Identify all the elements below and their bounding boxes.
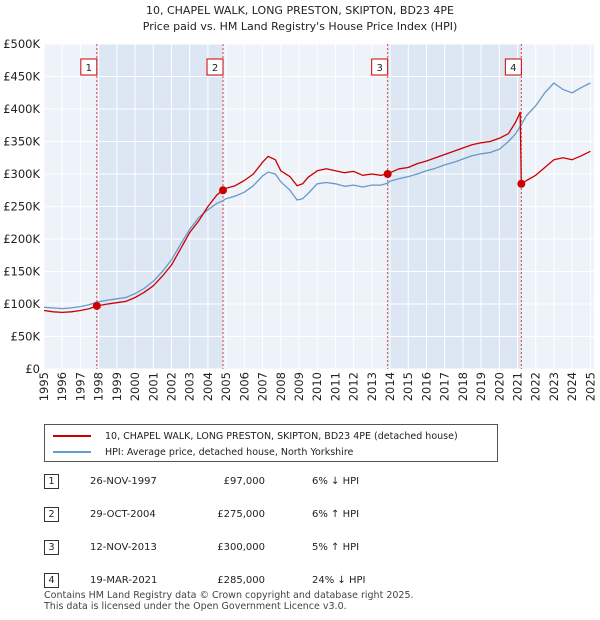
chart-title-line2: Price paid vs. HM Land Registry's House …	[143, 20, 458, 33]
x-tick-label: 2023	[547, 372, 561, 401]
table-row: 1 26-NOV-1997 £97,000 6% ↓ HPI	[44, 473, 444, 493]
footer-copyright: Contains HM Land Registry data © Crown c…	[44, 590, 414, 601]
transaction-price: £97,000	[223, 476, 265, 487]
x-tick-label: 2025	[583, 372, 597, 401]
x-tick-label: 2022	[529, 372, 543, 401]
legend-line-hpi	[53, 451, 91, 453]
y-tick-label: £500K	[3, 37, 40, 51]
y-tick-label: £250K	[3, 200, 40, 214]
x-tick-label: 2015	[401, 372, 415, 401]
transaction-price: £285,000	[217, 575, 265, 586]
price-chart: 10, CHAPEL WALK, LONG PRESTON, SKIPTON, …	[3, 4, 597, 401]
sale-marker-label: 3	[376, 63, 382, 74]
legend-row-property: 10, CHAPEL WALK, LONG PRESTON, SKIPTON, …	[53, 428, 458, 444]
x-tick-label: 2009	[292, 372, 306, 401]
legend-label-hpi: HPI: Average price, detached house, Nort…	[105, 446, 354, 458]
x-tick-label: 2021	[511, 372, 525, 401]
sale-marker-box	[206, 58, 224, 76]
table-row: 3 12-NOV-2013 £300,000 5% ↑ HPI	[44, 539, 444, 559]
table-row: 4 19-MAR-2021 £285,000 24% ↓ HPI	[44, 572, 444, 592]
transaction-number-badge: 2	[44, 507, 59, 522]
transaction-date: 29-OCT-2004	[90, 509, 156, 520]
x-tick-label: 2001	[146, 372, 160, 401]
x-tick-label: 2012	[347, 372, 361, 401]
x-tick-label: 2002	[164, 372, 178, 401]
legend-row-hpi: HPI: Average price, detached house, Nort…	[53, 444, 353, 460]
chart-title-line1: 10, CHAPEL WALK, LONG PRESTON, SKIPTON, …	[146, 4, 454, 17]
y-tick-label: £150K	[3, 265, 40, 279]
sale-marker-box	[504, 58, 522, 76]
x-tick-label: 1998	[92, 372, 106, 401]
x-tick-label: 1999	[110, 372, 124, 401]
sale-point	[383, 170, 392, 178]
transaction-hpi-diff: 5% ↑ HPI	[312, 542, 360, 553]
transaction-hpi-diff: 6% ↓ HPI	[312, 476, 360, 487]
x-tick-label: 2007	[256, 372, 270, 401]
y-tick-label: £200K	[3, 232, 40, 246]
x-tick-label: 2020	[492, 372, 506, 401]
sale-marker-label: 2	[212, 63, 218, 74]
y-tick-label: £450K	[3, 70, 40, 84]
transaction-date: 12-NOV-2013	[90, 542, 157, 553]
transaction-date: 19-MAR-2021	[90, 575, 158, 586]
transaction-number-badge: 1	[44, 474, 59, 489]
x-tick-label: 2004	[201, 372, 215, 401]
table-row: 2 29-OCT-2004 £275,000 6% ↑ HPI	[44, 506, 444, 526]
transaction-number-badge: 4	[44, 573, 59, 588]
legend-label-property: 10, CHAPEL WALK, LONG PRESTON, SKIPTON, …	[105, 430, 458, 442]
legend-line-property	[53, 435, 91, 437]
sale-point	[92, 301, 101, 310]
sale-marker-box	[80, 58, 98, 76]
x-tick-label: 2014	[383, 372, 397, 401]
x-tick-label: 2016	[419, 372, 433, 401]
y-tick-label: £300K	[3, 167, 40, 181]
y-tick-label: £400K	[3, 102, 40, 116]
transaction-hpi-diff: 6% ↑ HPI	[312, 509, 360, 520]
x-tick-label: 1996	[55, 372, 69, 401]
footer-license: This data is licensed under the Open Gov…	[44, 601, 347, 612]
x-tick-label: 2018	[456, 372, 470, 401]
sale-marker-label: 4	[510, 63, 516, 74]
transaction-date: 26-NOV-1997	[90, 476, 157, 487]
sale-point	[517, 179, 526, 188]
transaction-price: £300,000	[217, 542, 265, 553]
x-tick-label: 2008	[274, 372, 288, 401]
x-tick-label: 2010	[310, 372, 324, 401]
x-tick-label: 2024	[565, 372, 579, 401]
y-tick-label: £350K	[3, 135, 40, 149]
sale-point	[219, 186, 228, 195]
x-tick-label: 2017	[438, 372, 452, 401]
sale-marker-box	[371, 58, 389, 76]
transaction-number-badge: 3	[44, 540, 59, 555]
y-tick-label: £50K	[11, 330, 41, 344]
x-tick-label: 1997	[73, 372, 87, 401]
transaction-price: £275,000	[217, 509, 265, 520]
x-tick-label: 2019	[474, 372, 488, 401]
property-series-line	[43, 111, 591, 314]
x-tick-label: 2003	[183, 372, 197, 401]
y-tick-label: £100K	[3, 297, 40, 311]
sale-marker-label: 1	[86, 63, 92, 74]
legend: 10, CHAPEL WALK, LONG PRESTON, SKIPTON, …	[44, 424, 498, 462]
x-tick-label: 2011	[328, 372, 342, 401]
x-tick-label: 2006	[237, 372, 251, 401]
x-tick-label: 2013	[365, 372, 379, 401]
x-tick-label: 2000	[128, 372, 142, 401]
hpi-series-line	[43, 82, 591, 310]
x-tick-label: 1995	[37, 372, 51, 401]
footer-attribution: Contains HM Land Registry data © Crown c…	[44, 590, 414, 612]
y-tick-label: £0	[25, 362, 40, 376]
transaction-hpi-diff: 24% ↓ HPI	[312, 575, 366, 586]
x-tick-label: 2005	[219, 372, 233, 401]
